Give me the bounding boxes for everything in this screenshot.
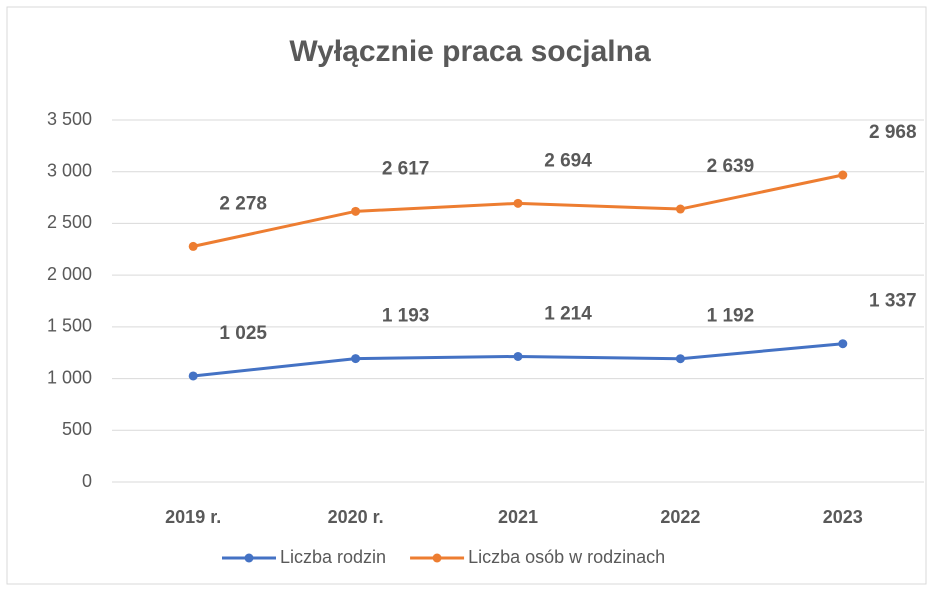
data-label: 1 025 <box>219 323 267 344</box>
data-point <box>675 204 685 214</box>
data-point <box>513 351 523 361</box>
y-tick-label: 3 000 <box>47 160 92 180</box>
legend-marker <box>244 553 254 563</box>
data-point <box>838 339 848 349</box>
data-point <box>188 241 198 251</box>
data-label: 1 192 <box>707 306 755 327</box>
data-label: 2 694 <box>544 150 592 171</box>
data-point <box>351 206 361 216</box>
data-label: 2 278 <box>219 193 267 214</box>
data-point <box>351 354 361 364</box>
x-tick-label: 2019 r. <box>165 507 221 527</box>
y-tick-label: 2 000 <box>47 264 92 284</box>
data-label: 2 968 <box>869 122 917 143</box>
x-tick-label: 2021 <box>498 507 538 527</box>
y-tick-label: 3 500 <box>47 109 92 129</box>
y-tick-label: 1 500 <box>47 316 92 336</box>
data-point <box>188 371 198 381</box>
data-point <box>838 170 848 180</box>
y-tick-label: 500 <box>62 419 92 439</box>
y-tick-label: 1 000 <box>47 367 92 387</box>
legend-marker <box>432 553 442 563</box>
data-label: 1 193 <box>382 306 430 327</box>
x-tick-label: 2022 <box>660 507 700 527</box>
data-point <box>675 354 685 364</box>
legend-label: Liczba rodzin <box>280 547 386 567</box>
y-tick-label: 0 <box>82 471 92 491</box>
x-tick-label: 2020 r. <box>328 507 384 527</box>
x-tick-label: 2023 <box>823 507 863 527</box>
legend-label: Liczba osób w rodzinach <box>468 547 665 567</box>
data-label: 1 214 <box>544 303 592 324</box>
data-label: 2 639 <box>707 156 755 177</box>
y-tick-label: 2 500 <box>47 212 92 232</box>
data-label: 2 617 <box>382 158 430 179</box>
chart-title: Wyłącznie praca socjalna <box>289 35 651 68</box>
chart-border <box>6 6 927 585</box>
data-label: 1 337 <box>869 291 917 312</box>
data-point <box>513 198 523 208</box>
